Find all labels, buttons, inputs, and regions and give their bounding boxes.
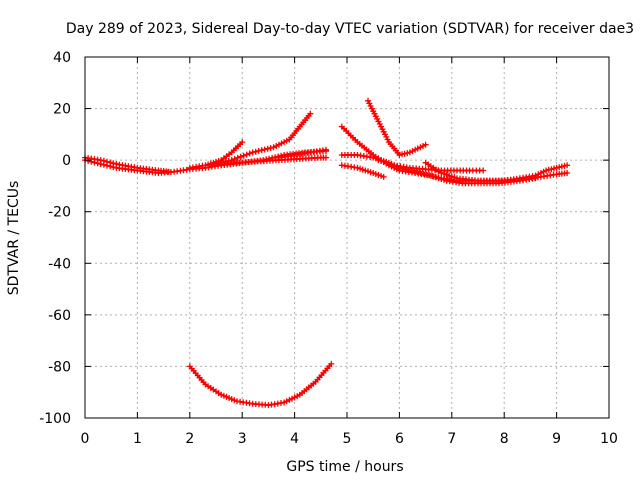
- x-tick-label: 8: [500, 431, 509, 447]
- data-point: [243, 151, 250, 158]
- data-point: [362, 167, 369, 174]
- series-arc-6: [234, 154, 329, 166]
- data-point: [267, 145, 274, 151]
- data-point: [165, 168, 172, 175]
- data-point: [239, 139, 246, 146]
- data-point: [564, 162, 571, 169]
- y-tick-label: -60: [48, 308, 71, 324]
- data-point: [283, 137, 290, 144]
- data-point: [323, 154, 329, 161]
- y-tick-label: -20: [48, 205, 71, 221]
- data-point: [323, 146, 329, 153]
- data-point: [440, 170, 447, 177]
- y-tick-label: 40: [53, 50, 71, 66]
- data-point: [231, 156, 238, 162]
- data-point: [240, 152, 247, 159]
- data-point: [218, 391, 225, 398]
- series-arc-8: [186, 360, 335, 409]
- x-tick-label: 4: [290, 431, 299, 447]
- data-point: [107, 159, 114, 166]
- series-arc-11: [338, 123, 403, 174]
- data-point: [110, 160, 117, 167]
- data-point: [246, 150, 253, 157]
- data-point: [228, 157, 235, 164]
- series-line: [188, 362, 333, 407]
- data-point: [328, 360, 335, 367]
- x-axis-label: GPS time / hours: [286, 459, 403, 475]
- x-tick-label: 9: [552, 431, 561, 447]
- data-point: [207, 162, 214, 169]
- series-arc-4: [207, 110, 314, 169]
- series-arc-7: [275, 146, 329, 161]
- x-tick-label: 7: [447, 431, 456, 447]
- data-point: [100, 157, 107, 164]
- data-point: [97, 157, 104, 164]
- data-point: [258, 147, 265, 154]
- data-point: [283, 398, 290, 405]
- y-tick-label: 0: [62, 153, 71, 169]
- y-axis-label: SDTVAR / TECUs: [6, 181, 22, 296]
- data-point: [237, 153, 244, 160]
- data-point: [380, 173, 387, 180]
- data-point: [480, 167, 487, 174]
- series-arc-3: [186, 139, 246, 171]
- data-point: [225, 157, 232, 164]
- grid: [85, 57, 609, 418]
- series-layer: [82, 97, 571, 409]
- data-point: [252, 148, 259, 155]
- data-point: [564, 170, 571, 176]
- data-point: [213, 160, 220, 167]
- data-point: [414, 145, 421, 152]
- data-point: [307, 110, 314, 117]
- x-tick-label: 2: [185, 431, 194, 447]
- data-point: [249, 149, 256, 156]
- data-point: [104, 158, 110, 165]
- series-arc-10: [365, 97, 429, 158]
- axis-ticks: 0 1 2 3 4 5 6 7 8 9 10 -100 -80 -60 -40 -20 0 20 40: [39, 50, 618, 447]
- y-tick-label: 20: [53, 102, 71, 118]
- data-point: [231, 397, 238, 404]
- data-point: [375, 157, 382, 164]
- series-arc-15: [422, 159, 571, 184]
- data-point: [270, 144, 277, 151]
- x-tick-label: 10: [600, 431, 618, 447]
- data-point: [205, 161, 212, 168]
- series-arc-12: [338, 162, 387, 180]
- data-point: [264, 145, 271, 152]
- data-point: [234, 154, 241, 161]
- data-point: [422, 141, 429, 148]
- x-tick-label: 1: [133, 431, 142, 447]
- data-point: [375, 172, 382, 178]
- y-tick-label: -80: [48, 359, 71, 375]
- data-point: [255, 147, 262, 154]
- y-tick-label: -100: [39, 411, 71, 427]
- data-point: [440, 176, 447, 183]
- series-arc-2: [82, 154, 172, 175]
- data-point: [427, 172, 434, 179]
- x-tick-label: 0: [81, 431, 90, 447]
- x-tick-label: 5: [343, 431, 352, 447]
- chart-title: Day 289 of 2023, Sidereal Day-to-day VTE…: [66, 21, 634, 37]
- data-point: [558, 163, 565, 170]
- data-point: [388, 161, 395, 168]
- data-point: [210, 161, 217, 168]
- x-tick-label: 6: [395, 431, 404, 447]
- data-point: [261, 146, 268, 153]
- y-tick-label: -40: [48, 256, 71, 272]
- x-tick-label: 3: [238, 431, 247, 447]
